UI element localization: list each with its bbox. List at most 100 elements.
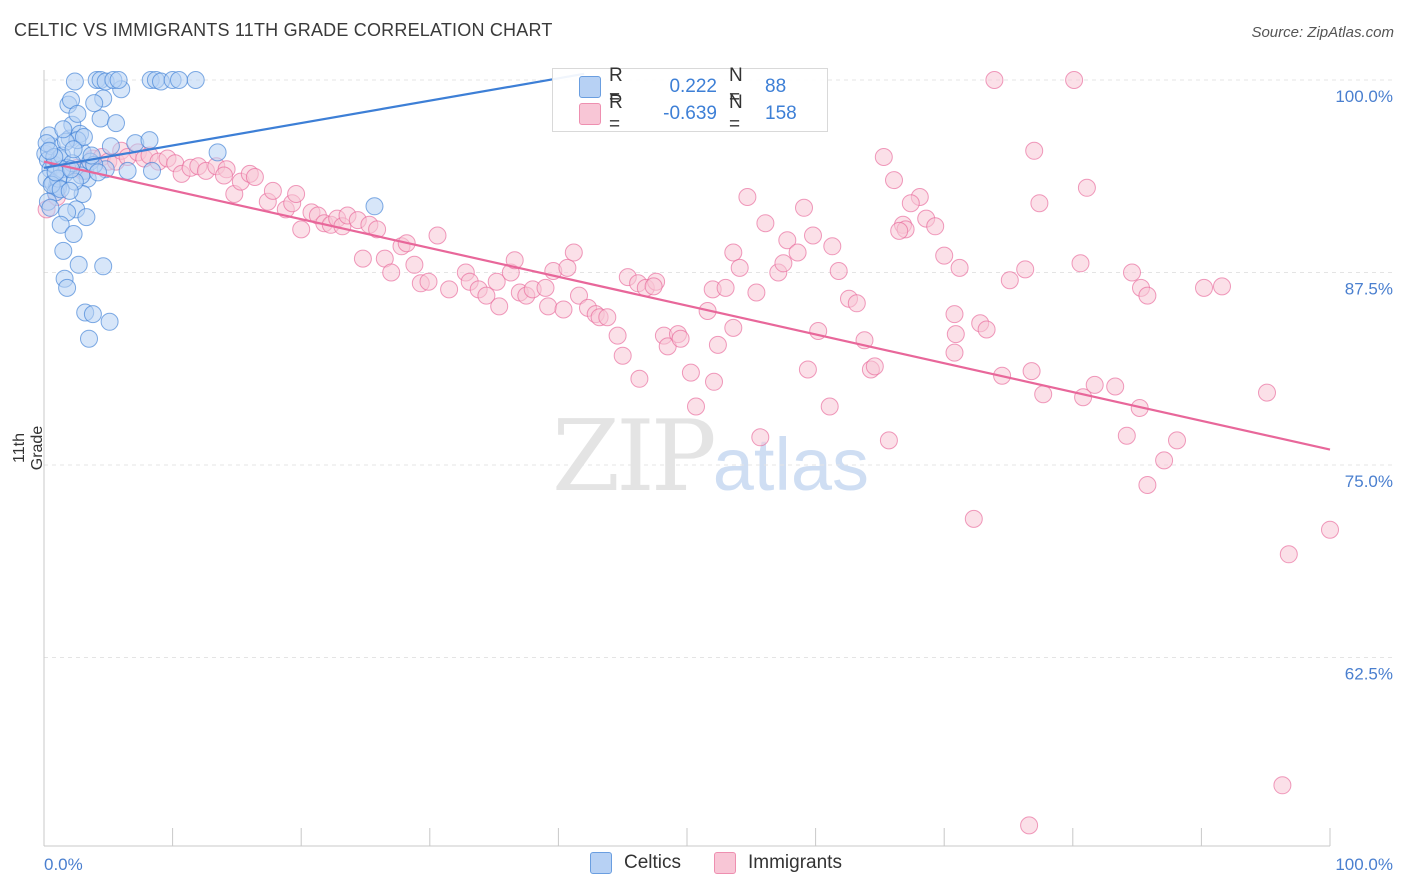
immigrants-point-32 bbox=[287, 185, 306, 203]
immigrants-point-70 bbox=[570, 286, 588, 305]
immigrants-point-138 bbox=[1022, 362, 1041, 381]
immigrants-point-112 bbox=[847, 294, 866, 313]
immigrants-point-26 bbox=[245, 168, 264, 186]
immigrants-point-74 bbox=[598, 308, 617, 327]
immigrants-point-153 bbox=[1155, 451, 1174, 470]
watermark-zip: ZIP bbox=[552, 400, 717, 514]
chart-title: CELTIC VS IMMIGRANTS 11TH GRADE CORRELAT… bbox=[14, 20, 553, 40]
immigrants-point-57 bbox=[487, 272, 506, 291]
immigrants-point-142 bbox=[1071, 254, 1090, 273]
immigrants-point-146 bbox=[1106, 377, 1125, 396]
immigrants-point-86 bbox=[671, 329, 690, 348]
immigrants-point-132 bbox=[985, 71, 1004, 89]
immigrants-point-109 bbox=[823, 237, 842, 256]
immigrants-point-126 bbox=[945, 305, 964, 324]
source-label: Source: ZipAtlas.com bbox=[1251, 24, 1394, 41]
immigrants-point-91 bbox=[708, 335, 727, 354]
y-tick-label-3: 100.0% bbox=[1335, 87, 1393, 106]
immigrants-point-117 bbox=[879, 431, 898, 450]
immigrants-point-145 bbox=[1085, 375, 1104, 394]
immigrants-point-93 bbox=[724, 243, 743, 262]
immigrants-r-value: -0.639 bbox=[663, 103, 717, 124]
legend-item-celtics[interactable]: Celtics bbox=[590, 852, 681, 874]
immigrants-point-42 bbox=[353, 249, 372, 268]
immigrants-point-79 bbox=[630, 369, 649, 388]
celtics-point-53 bbox=[170, 71, 188, 89]
celtics-point-38 bbox=[101, 137, 120, 156]
celtics-r-value: 0.222 bbox=[669, 76, 717, 97]
celtics-point-54 bbox=[186, 71, 205, 89]
celtics-point-26 bbox=[51, 215, 70, 234]
immigrants-point-106 bbox=[798, 360, 817, 379]
celtics-point-83 bbox=[54, 120, 73, 139]
legend-label-celtics: Celtics bbox=[624, 852, 682, 873]
immigrants-point-147 bbox=[1117, 426, 1136, 445]
immigrants-point-98 bbox=[751, 428, 770, 447]
immigrants-point-159 bbox=[1258, 383, 1276, 402]
immigrants-point-58 bbox=[490, 297, 509, 316]
immigrants-point-134 bbox=[964, 509, 983, 528]
celtics-point-48 bbox=[109, 71, 128, 89]
immigrants-point-143 bbox=[1077, 178, 1096, 197]
immigrants-point-125 bbox=[935, 246, 954, 265]
immigrants-point-127 bbox=[946, 325, 965, 344]
celtics-point-81 bbox=[60, 181, 79, 200]
y-tick-label-0: 62.5% bbox=[1345, 665, 1393, 684]
celtics-point-43 bbox=[85, 94, 104, 113]
immigrants-point-155 bbox=[1195, 278, 1213, 297]
x-tick-label-0: 0.0% bbox=[44, 855, 83, 874]
immigrants-point-95 bbox=[730, 258, 749, 277]
immigrants-n-label: N = bbox=[729, 92, 743, 135]
watermark: ZIPatlas bbox=[552, 400, 869, 514]
immigrants-point-31 bbox=[292, 220, 311, 239]
immigrants-point-56 bbox=[477, 286, 496, 305]
immigrants-point-88 bbox=[687, 397, 705, 416]
immigrants-point-148 bbox=[1123, 263, 1141, 282]
celtics-point-39 bbox=[91, 109, 110, 128]
celtics-point-31 bbox=[58, 278, 77, 297]
immigrants-point-52 bbox=[440, 280, 459, 299]
immigrants-point-97 bbox=[747, 283, 766, 302]
immigrants-point-124 bbox=[926, 217, 945, 236]
celtics-point-25 bbox=[77, 208, 96, 227]
immigrants-point-68 bbox=[558, 258, 577, 277]
celtics-trend-line bbox=[43, 72, 585, 169]
celtics-point-57 bbox=[143, 161, 161, 180]
y-tick-label-2: 87.5% bbox=[1345, 280, 1393, 299]
immigrants-point-108 bbox=[820, 397, 839, 416]
immigrants-swatch bbox=[579, 103, 601, 125]
immigrants-point-51 bbox=[428, 226, 447, 245]
celtics-point-16 bbox=[65, 72, 84, 91]
celtics-point-35 bbox=[80, 329, 98, 348]
immigrants-point-104 bbox=[795, 198, 813, 217]
immigrants-point-152 bbox=[1138, 476, 1157, 494]
immigrants-point-45 bbox=[382, 263, 401, 282]
celtics-point-69 bbox=[41, 198, 60, 217]
immigrants-point-136 bbox=[1016, 260, 1035, 279]
immigrants-point-140 bbox=[1034, 385, 1053, 404]
celtics-point-82 bbox=[40, 141, 59, 160]
immigrants-point-160 bbox=[1273, 776, 1292, 795]
immigrants-point-103 bbox=[788, 243, 807, 262]
immigrants-point-137 bbox=[1030, 194, 1049, 213]
immigrants-point-102 bbox=[778, 231, 797, 250]
legend-item-immigrants[interactable]: Immigrants bbox=[714, 852, 842, 874]
x-tick-label-1: 100.0% bbox=[1335, 855, 1393, 874]
immigrants-point-60 bbox=[505, 251, 524, 270]
immigrants-point-162 bbox=[890, 221, 909, 240]
celtics-point-84 bbox=[64, 140, 83, 159]
immigrants-point-157 bbox=[1279, 545, 1298, 564]
immigrants-point-94 bbox=[724, 318, 743, 337]
immigrants-point-161 bbox=[1020, 816, 1039, 835]
celtics-point-60 bbox=[365, 197, 384, 216]
immigrants-point-118 bbox=[885, 171, 903, 190]
celtics-point-28 bbox=[54, 241, 73, 260]
immigrants-point-99 bbox=[756, 214, 775, 233]
immigrants-point-28 bbox=[263, 181, 282, 200]
immigrants-point-64 bbox=[536, 278, 555, 297]
immigrants-point-92 bbox=[716, 278, 735, 297]
immigrants-point-87 bbox=[681, 363, 700, 382]
celtics-point-33 bbox=[83, 305, 102, 324]
immigrants-point-128 bbox=[945, 343, 964, 362]
stats-legend: R = 0.222 N = 88 R = -0.639 N = 158 bbox=[552, 65, 828, 135]
